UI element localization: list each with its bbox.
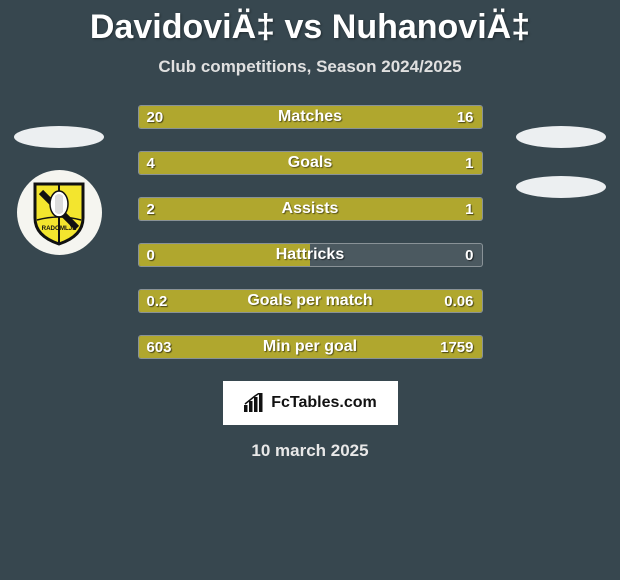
stat-row-goals-per-match: 0.2 Goals per match 0.06 <box>138 289 483 313</box>
stat-right-value: 1 <box>457 152 481 174</box>
stat-row-min-per-goal: 603 Min per goal 1759 <box>138 335 483 359</box>
stat-left-value: 0 <box>139 244 163 266</box>
footer-date: 10 march 2025 <box>0 441 620 461</box>
stat-right-value: 0 <box>457 244 481 266</box>
stat-right-value: 16 <box>449 106 482 128</box>
brand-badge[interactable]: FcTables.com <box>223 381 398 425</box>
stat-left-value: 4 <box>139 152 163 174</box>
shield-icon: RADOMLJE <box>31 180 87 246</box>
club-badge-text: RADOMLJE <box>42 225 77 232</box>
brand-label: FcTables.com <box>271 394 377 412</box>
stat-left-value: 0.2 <box>139 290 176 312</box>
page-title: DavidoviÄ‡ vs NuhanoviÄ‡ <box>0 0 620 47</box>
bar-chart-icon <box>243 393 265 413</box>
player-right-oval-2 <box>516 176 606 198</box>
stat-right-value: 1 <box>457 198 481 220</box>
player-left-oval <box>14 126 104 148</box>
stat-row-assists: 2 Assists 1 <box>138 197 483 221</box>
stat-fill-left <box>139 152 413 174</box>
stat-fill-left <box>139 198 368 220</box>
stat-row-matches: 20 Matches 16 <box>138 105 483 129</box>
player-left-slot: RADOMLJE <box>14 126 104 255</box>
stats-container: 20 Matches 16 4 Goals 1 2 Assists 1 0 Ha… <box>138 105 483 359</box>
stat-right-value: 0.06 <box>436 290 481 312</box>
player-left-club-badge: RADOMLJE <box>17 170 102 255</box>
player-right-slot <box>516 126 606 198</box>
stat-row-goals: 4 Goals 1 <box>138 151 483 175</box>
player-right-oval-1 <box>516 126 606 148</box>
stat-fill-left <box>139 244 311 266</box>
stat-left-value: 603 <box>139 336 180 358</box>
stat-fill-left <box>139 290 403 312</box>
stat-right-value: 1759 <box>432 336 481 358</box>
page-subtitle: Club competitions, Season 2024/2025 <box>0 57 620 77</box>
stat-left-value: 20 <box>139 106 172 128</box>
stat-left-value: 2 <box>139 198 163 220</box>
stat-row-hattricks: 0 Hattricks 0 <box>138 243 483 267</box>
